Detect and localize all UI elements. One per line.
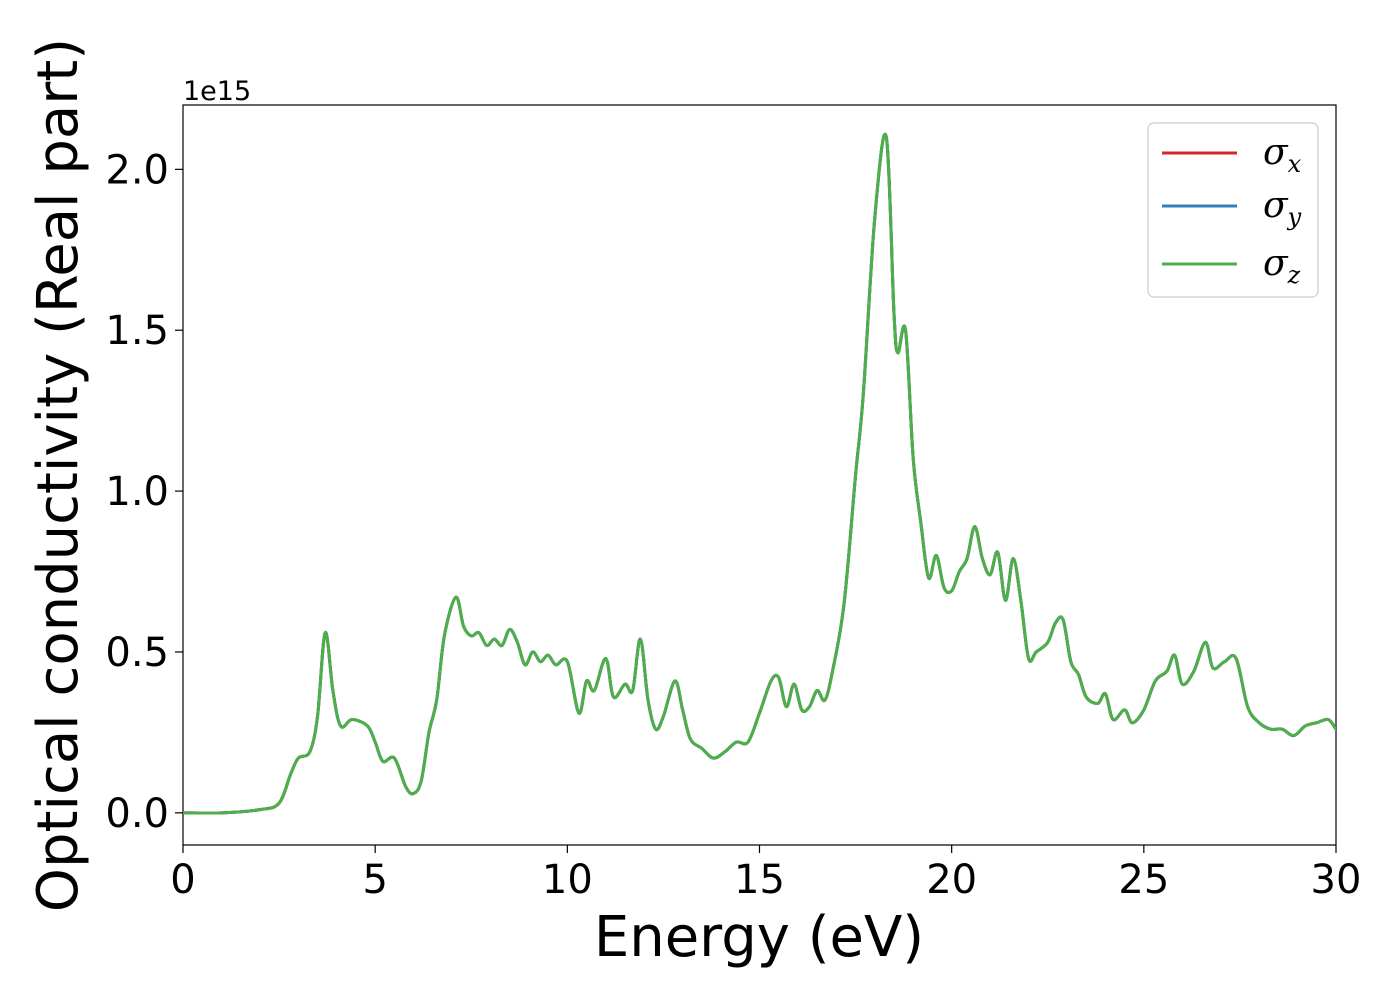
x-tick-label: 10 <box>542 857 593 903</box>
y-tick-label: 0.5 <box>105 630 169 676</box>
y-axis-ticks: 0.0 0.5 1.0 1.5 2.0 <box>105 147 183 837</box>
y-tick-label: 1.5 <box>105 308 169 354</box>
legend-label-z: σz <box>1263 243 1301 289</box>
legend-frame <box>1147 122 1319 298</box>
legend-label-y: σy <box>1263 185 1302 231</box>
x-axis-title: Energy (eV) <box>594 905 924 970</box>
series-layer <box>183 132 1336 815</box>
plot-area <box>182 104 1337 846</box>
legend-label-symbol: σ <box>1263 132 1289 173</box>
y-tick-label: 1.0 <box>105 469 169 515</box>
x-tick-label: 20 <box>926 857 977 903</box>
y-tick-label: 0.0 <box>105 791 169 837</box>
x-tick-label: 15 <box>734 857 785 903</box>
x-tick-label: 25 <box>1118 857 1169 903</box>
legend-label-symbol: σ <box>1263 185 1289 226</box>
x-tick-label: 5 <box>362 857 387 903</box>
y-offset-label: 1e15 <box>183 76 251 107</box>
legend-label-subscript: x <box>1288 150 1302 178</box>
y-tick-label: 2.0 <box>105 147 169 193</box>
legend-label-subscript: y <box>1287 203 1302 231</box>
x-axis-ticks: 0 5 10 15 20 25 30 <box>170 845 1361 903</box>
x-tick-label: 0 <box>170 857 195 903</box>
series-line-z <box>183 132 1336 815</box>
legend-label-symbol: σ <box>1263 243 1289 284</box>
legend-label-x: σx <box>1263 132 1302 178</box>
x-tick-label: 30 <box>1311 857 1362 903</box>
y-axis-title: Optical conductivity (Real part) <box>26 38 91 912</box>
legend-label-subscript: z <box>1287 261 1301 289</box>
